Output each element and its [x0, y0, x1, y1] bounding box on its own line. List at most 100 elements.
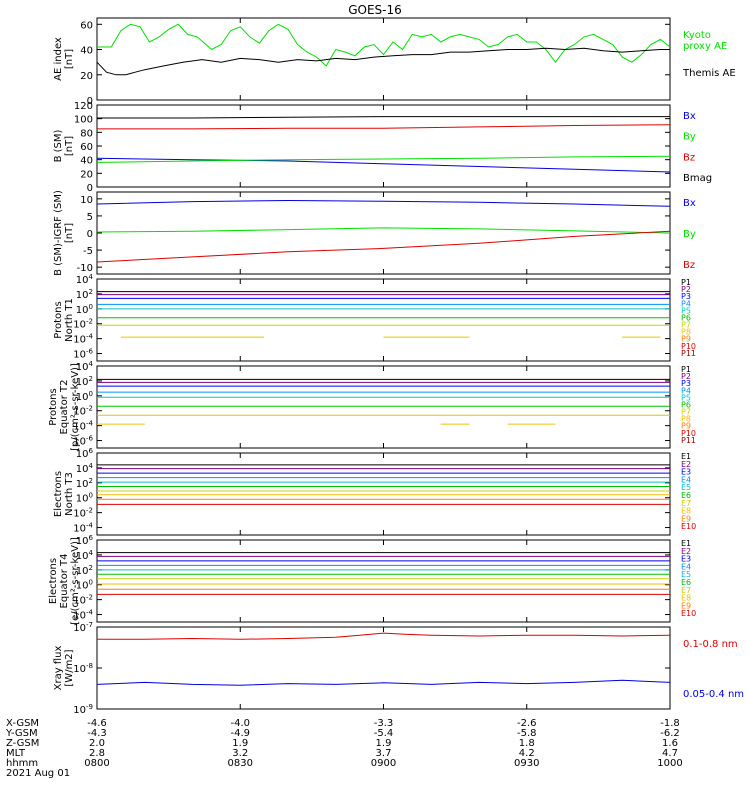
x-row-label: MLT: [6, 748, 26, 759]
y-tick-label: 5: [87, 212, 93, 223]
legend-label: 0.05-0.4 nm: [683, 689, 744, 700]
legend-label: Bz: [683, 152, 695, 163]
channel-label: P1: [681, 278, 691, 287]
y-tick-label: 10-6: [73, 348, 93, 361]
x-tick-label: 1000: [657, 758, 682, 769]
y-tick-label: 10-7: [73, 621, 93, 634]
legend-label: By: [683, 132, 696, 143]
channel-label: P3: [681, 379, 691, 388]
x-tick-label: 1.9: [232, 738, 248, 749]
y-axis-label: Protons: [48, 388, 59, 425]
x-row-label: Z-GSM: [6, 738, 39, 749]
y-tick-label: 102: [76, 564, 93, 577]
channel-label: P11: [681, 349, 696, 358]
channel-label: P4: [681, 386, 691, 395]
y-tick-label: 10-2: [73, 405, 93, 418]
x-row-label: hhmm: [6, 758, 38, 769]
x-tick-label: 1.6: [662, 738, 678, 749]
series-line-bz: [96, 230, 671, 263]
y-tick-label: 40: [80, 156, 93, 167]
x-tick-label: 1.9: [376, 738, 392, 749]
y-axis-label: [W/m2]: [64, 649, 75, 686]
channel-label: P9: [681, 422, 691, 431]
x-tick-label: -1.8: [660, 718, 680, 729]
x-tick-label: -4.9: [230, 728, 250, 739]
x-tick-label: 0830: [228, 758, 253, 769]
x-tick-label: 4.2: [519, 748, 535, 759]
y-axis-label: [nT]: [64, 223, 75, 243]
y-tick-label: 102: [76, 375, 93, 388]
y-axis-label: B (SM): [53, 129, 64, 162]
y-tick-label: 100: [74, 115, 93, 126]
x-tick-label: 0800: [84, 758, 109, 769]
channel-label: P8: [681, 415, 691, 424]
x-tick-label: 1.8: [519, 738, 535, 749]
channel-label: P8: [681, 328, 691, 337]
panel-frame: [96, 365, 671, 449]
series-line-bx: [96, 157, 671, 173]
x-tick-label: -5.8: [517, 728, 537, 739]
y-axis-label: Electrons: [53, 471, 64, 517]
channel-label: P5: [681, 306, 691, 315]
legend-label: Bmag: [683, 173, 712, 184]
x-tick-label: 2.0: [89, 738, 105, 749]
channel-label: P10: [681, 429, 696, 438]
channel-label: P7: [681, 408, 691, 417]
x-tick-label: -4.6: [87, 718, 107, 729]
y-tick-label: 10-6: [73, 435, 93, 448]
y-tick-label: 20: [80, 169, 93, 180]
channel-label: E7: [681, 586, 691, 595]
y-tick-label: 102: [76, 288, 93, 301]
channel-label: E8: [681, 594, 691, 603]
y-axis-label: Electrons: [48, 558, 59, 604]
y-tick-label: 104: [76, 549, 94, 562]
y-tick-label: 0: [87, 183, 93, 194]
series-line-themis-ae: [96, 47, 670, 76]
y-tick-label: -10: [77, 263, 93, 274]
x-tick-label: 0930: [514, 758, 539, 769]
channel-label: E4: [681, 562, 691, 571]
y-axis-label: Xray flux: [53, 646, 64, 691]
y-tick-label: 0: [87, 96, 93, 107]
panel-frame: [96, 17, 671, 101]
panel-frame: [96, 104, 671, 188]
panel-frame: [96, 626, 671, 710]
channel-label: P11: [681, 436, 696, 445]
y-axis-label: [p/(cm²-s-sr-keV)]: [70, 363, 81, 451]
y-tick-label: 0: [87, 229, 93, 240]
y-tick-label: 60: [80, 20, 93, 31]
x-tick-label: 4.7: [662, 748, 678, 759]
y-tick-label: 10: [80, 195, 93, 206]
series-line-kyoto-proxy-ae: [97, 23, 671, 67]
y-tick-label: 120: [74, 101, 93, 112]
y-tick-label: 100: [76, 303, 93, 316]
y-tick-label: 104: [76, 360, 94, 373]
y-tick-label: 104: [76, 462, 94, 475]
series-line-bx: [96, 199, 671, 207]
y-axis-label: Equator T2: [59, 380, 70, 435]
x-row-label: 2021 Aug 01: [6, 768, 70, 779]
legend-label: Themis AE: [682, 68, 736, 79]
y-tick-label: 10-4: [73, 609, 93, 622]
channel-label: E6: [681, 491, 691, 500]
y-tick-label: 10-4: [73, 333, 93, 346]
panel-7: 106 104 102 100 10-2 10-4 Electrons Equator T4[…: [48, 534, 696, 625]
y-tick-label: 100: [76, 579, 93, 592]
channel-label: P6: [681, 313, 691, 322]
panel-8: 10-7 10-8 10-9 Xray flux [W/m2] 0.1-0.8 nm 0.0…: [53, 621, 744, 716]
channel-label: P4: [681, 299, 691, 308]
y-tick-label: 80: [80, 128, 93, 139]
y-tick-label: 106: [76, 534, 94, 547]
x-tick-label: 2.8: [89, 748, 105, 759]
y-tick-label: 60: [80, 142, 93, 153]
y-axis-label: Protons: [53, 301, 64, 338]
legend-label: 0.1-0.8 nm: [683, 639, 738, 650]
panel-5: 104 102 100 10-2 10-4 10-6 Protons Equator T2 [p…: [48, 360, 696, 451]
channel-label: E3: [681, 468, 691, 477]
legend-label: Bx: [683, 198, 696, 209]
y-axis-label: North T1: [64, 298, 75, 342]
x-tick-label: 0900: [371, 758, 396, 769]
legend-label: By: [683, 229, 696, 240]
channel-label: E1: [681, 539, 691, 548]
